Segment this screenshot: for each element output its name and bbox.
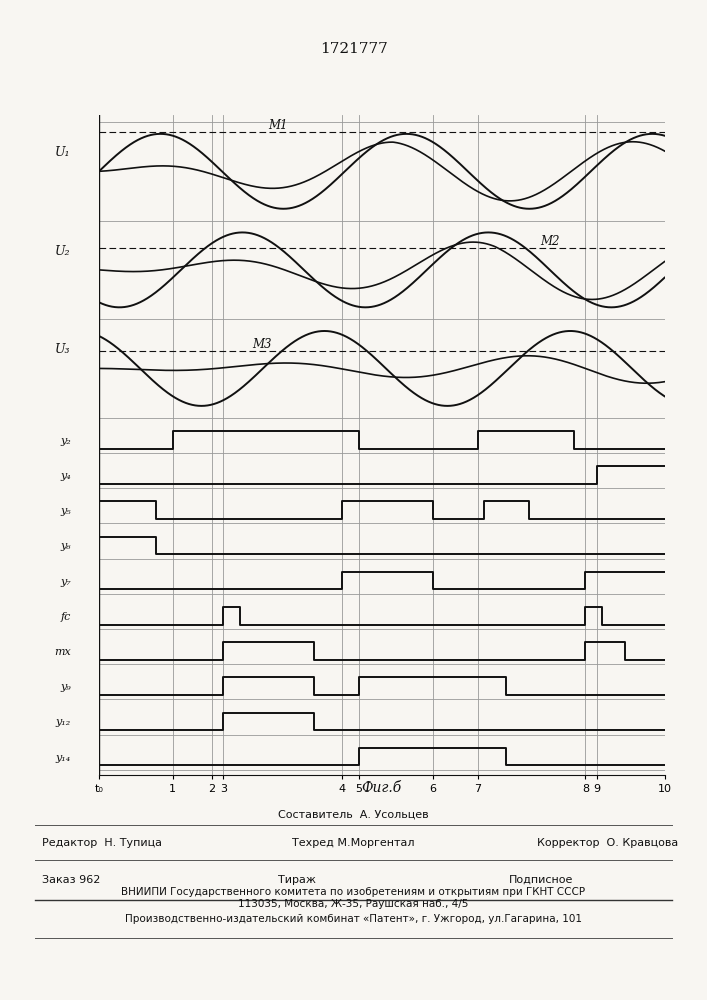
Text: Производственно-издательский комбинат «Патент», г. Ужгород, ул.Гагарина, 101: Производственно-издательский комбинат «П… bbox=[125, 914, 582, 924]
Text: Редактор  Н. Тупица: Редактор Н. Тупица bbox=[42, 838, 163, 848]
Text: fc: fc bbox=[60, 612, 71, 622]
Text: y₂: y₂ bbox=[60, 436, 71, 446]
Text: ВНИИПИ Государственного комитета по изобретениям и открытиям при ГКНТ СССР: ВНИИПИ Государственного комитета по изоб… bbox=[122, 887, 585, 897]
Text: 1721777: 1721777 bbox=[320, 42, 387, 56]
Text: Заказ 962: Заказ 962 bbox=[42, 875, 101, 885]
Text: Техред М.Моргентал: Техред М.Моргентал bbox=[292, 838, 415, 848]
Text: M3: M3 bbox=[252, 338, 271, 351]
Text: Подписное: Подписное bbox=[509, 875, 573, 885]
Text: mx: mx bbox=[54, 647, 71, 657]
Text: Фиг.б: Фиг.б bbox=[362, 781, 402, 795]
Text: y₆: y₆ bbox=[60, 541, 71, 551]
Text: U₁: U₁ bbox=[55, 146, 71, 159]
Text: U₂: U₂ bbox=[55, 245, 71, 258]
Text: Тираж: Тираж bbox=[278, 875, 316, 885]
Text: M1: M1 bbox=[269, 119, 288, 132]
Text: U₃: U₃ bbox=[55, 343, 71, 356]
Text: y₁₄: y₁₄ bbox=[55, 753, 71, 763]
Text: y₅: y₅ bbox=[60, 506, 71, 516]
Text: 113035, Москва, Ж-35, Раушская наб., 4/5: 113035, Москва, Ж-35, Раушская наб., 4/5 bbox=[238, 899, 469, 909]
Text: y₇: y₇ bbox=[60, 577, 71, 587]
Text: y₁₂: y₁₂ bbox=[55, 717, 71, 727]
Text: Составитель  А. Усольцев: Составитель А. Усольцев bbox=[278, 810, 429, 820]
Text: y₉: y₉ bbox=[60, 682, 71, 692]
Text: y₄: y₄ bbox=[60, 471, 71, 481]
Text: Корректор  О. Кравцова: Корректор О. Кравцова bbox=[537, 838, 679, 848]
Text: M2: M2 bbox=[540, 235, 560, 248]
